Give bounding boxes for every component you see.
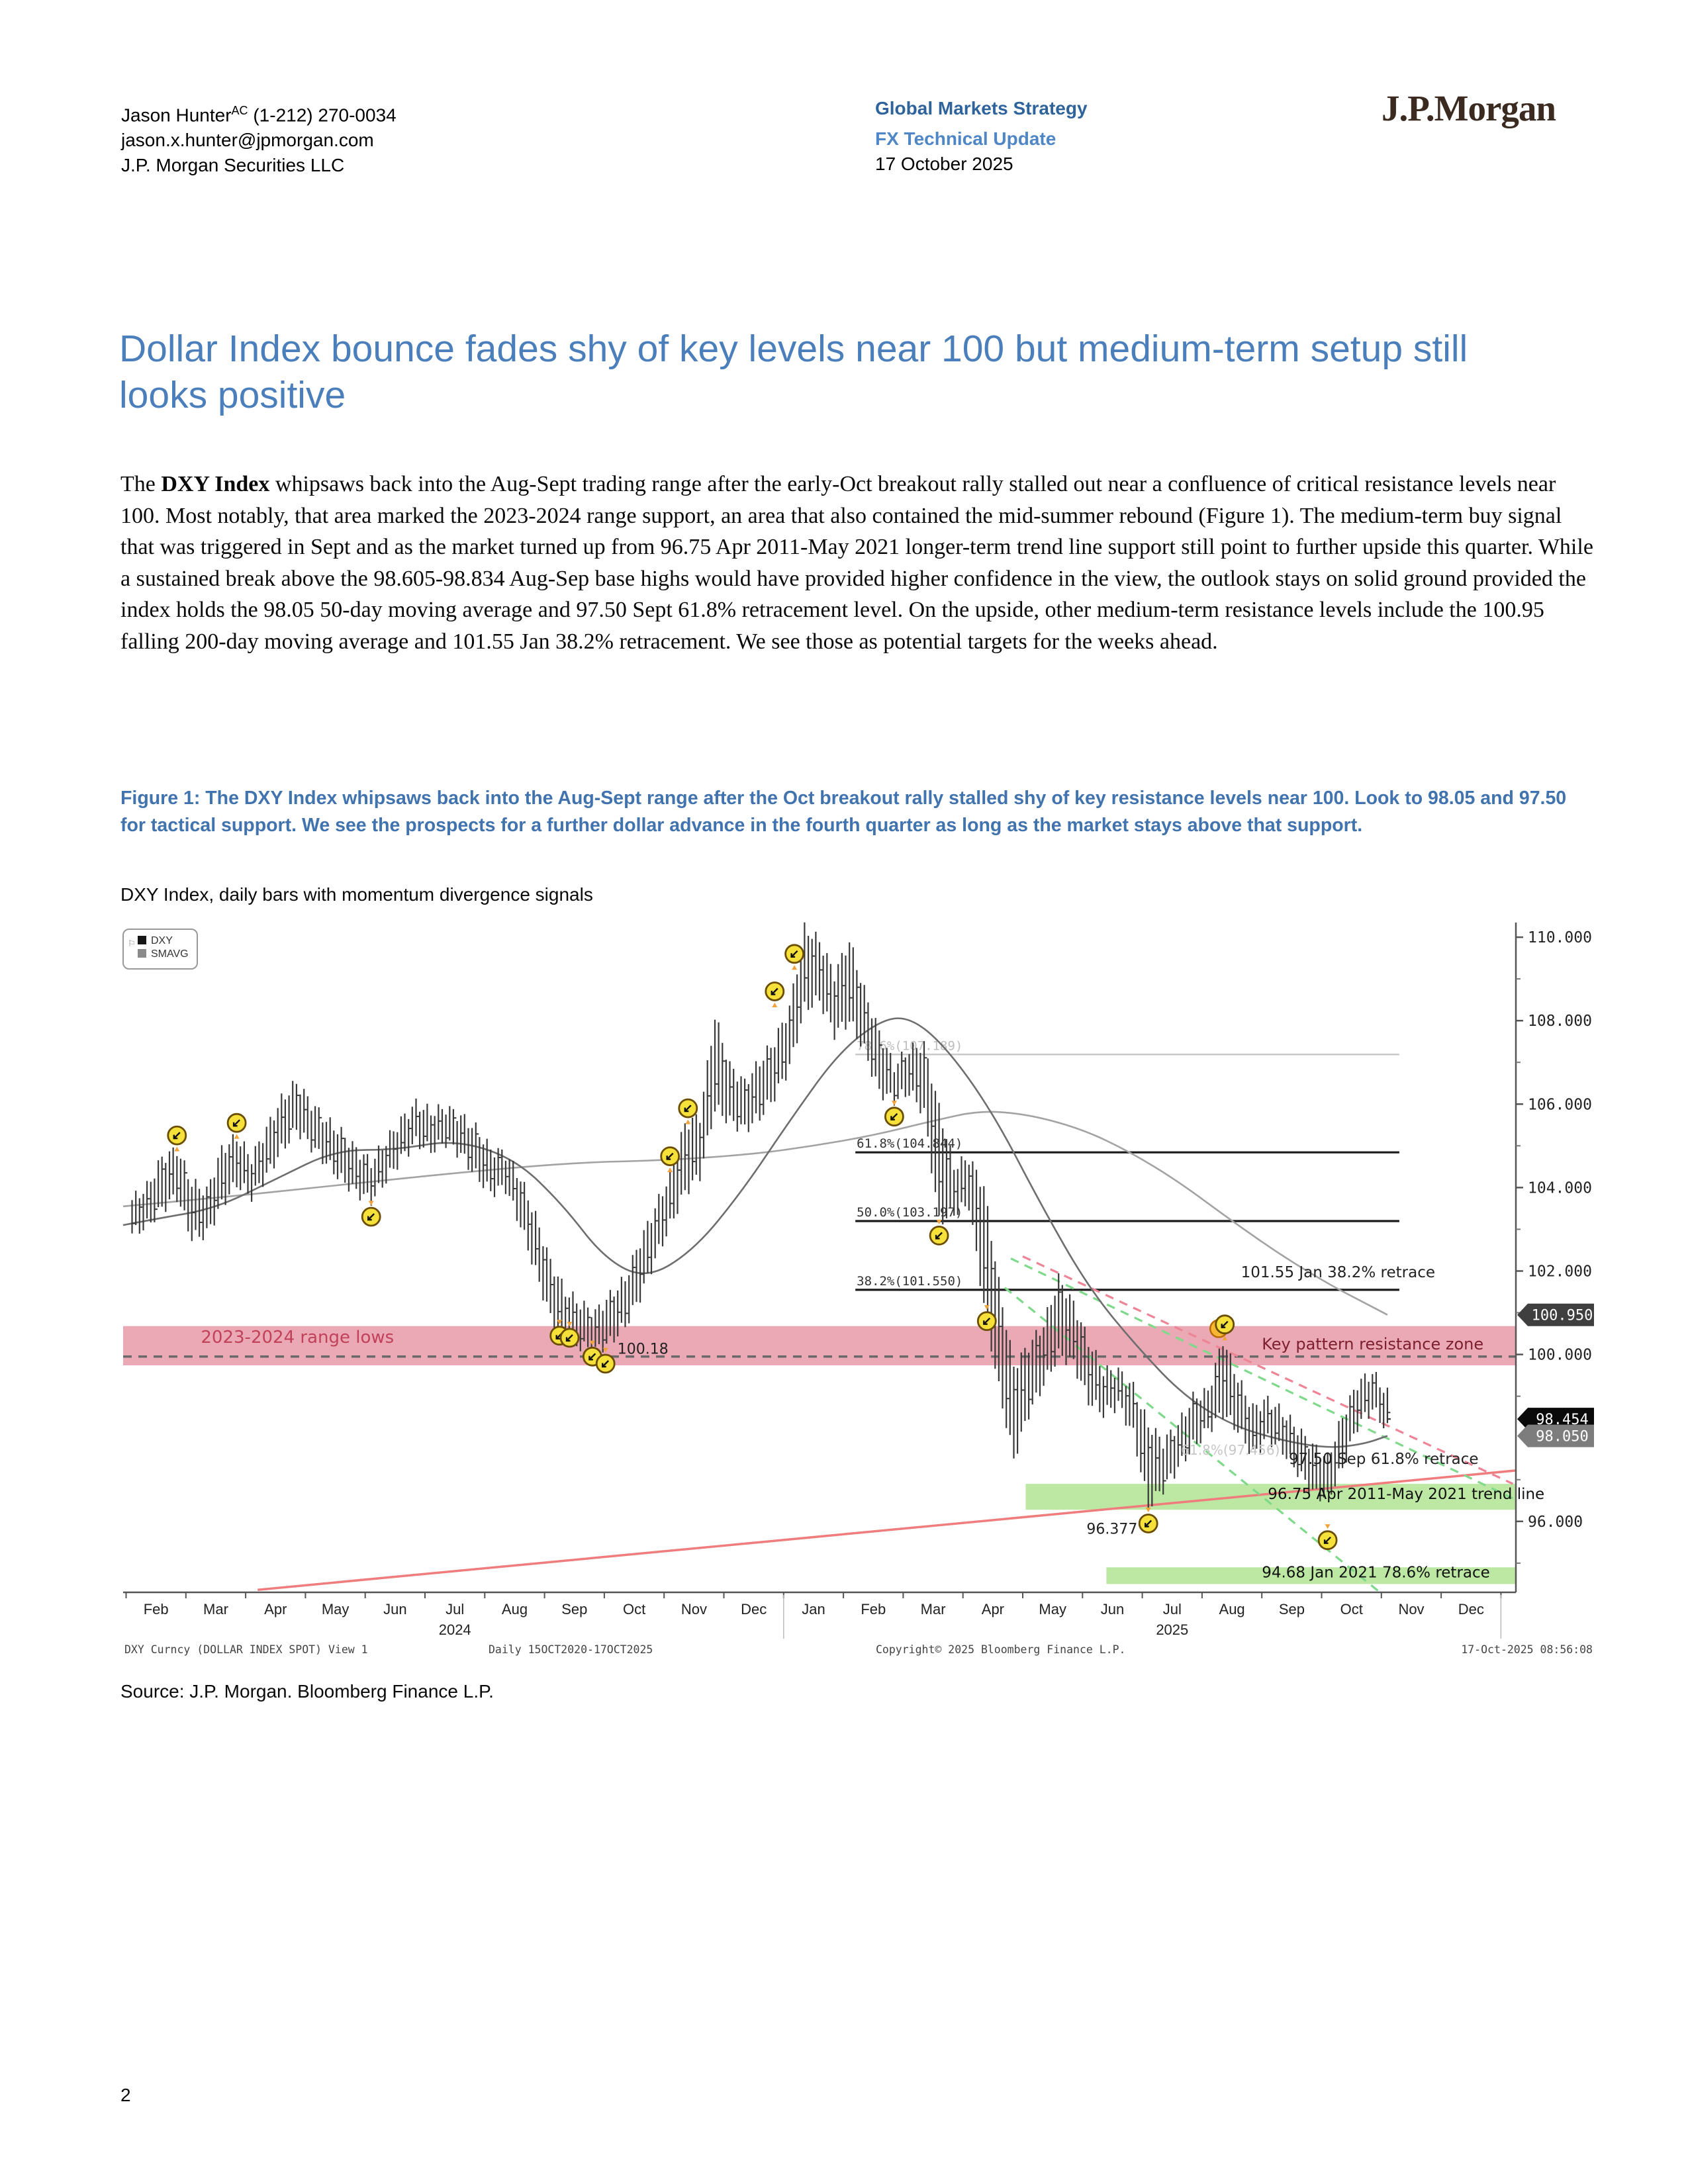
body-rest: whipsaws back into the Aug-Sept trading … (120, 472, 1593, 654)
strategy-line: Global Markets Strategy (875, 98, 1088, 118)
page-number: 2 (120, 2085, 131, 2105)
chart-annotation: 2023-2024 range lows (201, 1328, 394, 1347)
chart-annotation: 94.68 Jan 2021 78.6% retrace (1262, 1564, 1490, 1581)
svg-text:Apr: Apr (264, 1601, 287, 1617)
svg-text:102.000: 102.000 (1528, 1263, 1592, 1281)
svg-text:Jan: Jan (802, 1601, 825, 1617)
pink_resistance (123, 1326, 1516, 1365)
dxy-chart-svg: 78.6%(107.189)61.8%(104.844)50.0%(103.19… (122, 922, 1594, 1656)
svg-text:100.000: 100.000 (1528, 1347, 1592, 1364)
author-line: Jason HunterAC (1-212) 270-0034 (121, 98, 397, 128)
svg-text:50.0%(103.197): 50.0%(103.197) (857, 1205, 962, 1220)
report-date: 17 October 2025 (875, 154, 1013, 174)
apr2011-may2021-trendline (258, 1469, 1517, 1591)
svg-text:May: May (1039, 1601, 1066, 1617)
svg-text:SMAVG: SMAVG (151, 948, 189, 960)
report-meta-block: Global Markets Strategy FX Technical Upd… (875, 98, 1088, 175)
svg-text:100.950: 100.950 (1532, 1308, 1593, 1324)
svg-text:Aug: Aug (1219, 1601, 1245, 1617)
page-title: Dollar Index bounce fades shy of key lev… (119, 328, 1468, 416)
figure-caption: Figure 1: The DXY Index whipsaws back in… (120, 788, 1567, 836)
dxy-chart: 78.6%(107.189) 61.8%(104.844) 50.0%(103.19… (118, 919, 1607, 1673)
svg-text:Jun: Jun (383, 1601, 406, 1617)
wedge-green-steep (1004, 1287, 1380, 1592)
green_trendline_zone (1025, 1484, 1516, 1510)
price-badge (1517, 1303, 1594, 1326)
svg-text:DXY: DXY (151, 935, 173, 946)
svg-text:Feb: Feb (861, 1601, 886, 1617)
green_retrace_zone (1106, 1567, 1516, 1584)
figure-subtitle: DXY Index, daily bars with momentum dive… (120, 884, 593, 905)
svg-text:May: May (322, 1601, 350, 1617)
svg-text:Copyright© 2025 Bloomberg Fina: Copyright© 2025 Bloomberg Finance L.P. (876, 1643, 1126, 1656)
svg-text:Jul: Jul (445, 1601, 464, 1617)
chart-annotation: 100.18 (618, 1341, 669, 1357)
svg-text:2024: 2024 (439, 1621, 471, 1638)
svg-text:Daily 15OCT2020-17OCT2025: Daily 15OCT2020-17OCT2025 (489, 1643, 653, 1656)
body-bold-term: DXY Index (161, 472, 270, 496)
chart-annotation: 96.377 (1086, 1522, 1137, 1538)
svg-text:Aug: Aug (502, 1601, 528, 1617)
author-email: jason.x.hunter@jpmorgan.com (121, 130, 374, 151)
svg-text:Jun: Jun (1101, 1601, 1124, 1617)
chart-annotation: 96.75 Apr 2011-May 2021 trend line (1268, 1486, 1544, 1503)
svg-text:Mar: Mar (203, 1601, 228, 1617)
svg-text:Nov: Nov (681, 1601, 707, 1617)
chart-annotation: 61.8%(97.456) (1181, 1442, 1280, 1458)
svg-text:Mar: Mar (921, 1601, 946, 1617)
svg-text:Apr: Apr (982, 1601, 1004, 1617)
svg-text:Sep: Sep (561, 1601, 587, 1617)
svg-text:⚐: ⚐ (128, 938, 136, 948)
svg-text:104.000: 104.000 (1528, 1179, 1592, 1197)
svg-text:Feb: Feb (144, 1601, 169, 1617)
ma-200day-line (122, 1111, 1388, 1316)
chart-annotation: 101.55 Jan 38.2% retrace (1241, 1264, 1435, 1281)
jpmorgan-logo: J.P.Morgan (1382, 88, 1556, 128)
author-name: Jason Hunter (121, 105, 232, 126)
price-badge (1517, 1424, 1594, 1447)
chart-annotation: 97.50 Sep 61.8% retrace (1289, 1451, 1479, 1468)
svg-text:110.000: 110.000 (1528, 929, 1592, 946)
svg-text:DXY Curncy (DOLLAR INDEX SPOT): DXY Curncy (DOLLAR INDEX SPOT) View 1 (124, 1643, 368, 1656)
svg-text:Oct: Oct (1340, 1601, 1363, 1617)
svg-text:61.8%(104.844): 61.8%(104.844) (857, 1136, 962, 1151)
svg-text:Oct: Oct (623, 1601, 645, 1617)
author-block: Jason HunterAC (1-212) 270-0034 jason.x.… (121, 98, 397, 178)
svg-text:Jul: Jul (1163, 1601, 1182, 1617)
svg-text:2025: 2025 (1156, 1621, 1188, 1638)
svg-text:Dec: Dec (1458, 1601, 1484, 1617)
svg-text:17-Oct-2025 08:56:08: 17-Oct-2025 08:56:08 (1461, 1643, 1593, 1656)
report-type: FX Technical Update (875, 128, 1056, 149)
author-firm: J.P. Morgan Securities LLC (121, 155, 345, 176)
svg-text:108.000: 108.000 (1528, 1013, 1592, 1030)
svg-text:38.2%(101.550): 38.2%(101.550) (857, 1274, 962, 1289)
svg-text:98.050: 98.050 (1536, 1429, 1588, 1445)
chart-annotation: Key pattern resistance zone (1262, 1335, 1483, 1353)
author-phone: (1-212) 270-0034 (248, 105, 397, 126)
svg-text:Dec: Dec (741, 1601, 767, 1617)
chart-legend: ⚐ DXY SMAVG (122, 929, 198, 970)
source-line: Source: J.P. Morgan. Bloomberg Finance L… (120, 1681, 494, 1702)
body-lead: The (120, 472, 162, 496)
wedge-green-upper (1010, 1257, 1514, 1500)
author-ac-superscript: AC (231, 104, 248, 117)
svg-text:106.000: 106.000 (1528, 1096, 1592, 1113)
svg-text:Nov: Nov (1398, 1601, 1424, 1617)
ma-50day-line (122, 1017, 1388, 1448)
svg-text:Sep: Sep (1279, 1601, 1305, 1617)
body-paragraph: The DXY Index whipsaws back into the Aug… (120, 469, 1600, 657)
svg-text:96.000: 96.000 (1528, 1514, 1583, 1531)
